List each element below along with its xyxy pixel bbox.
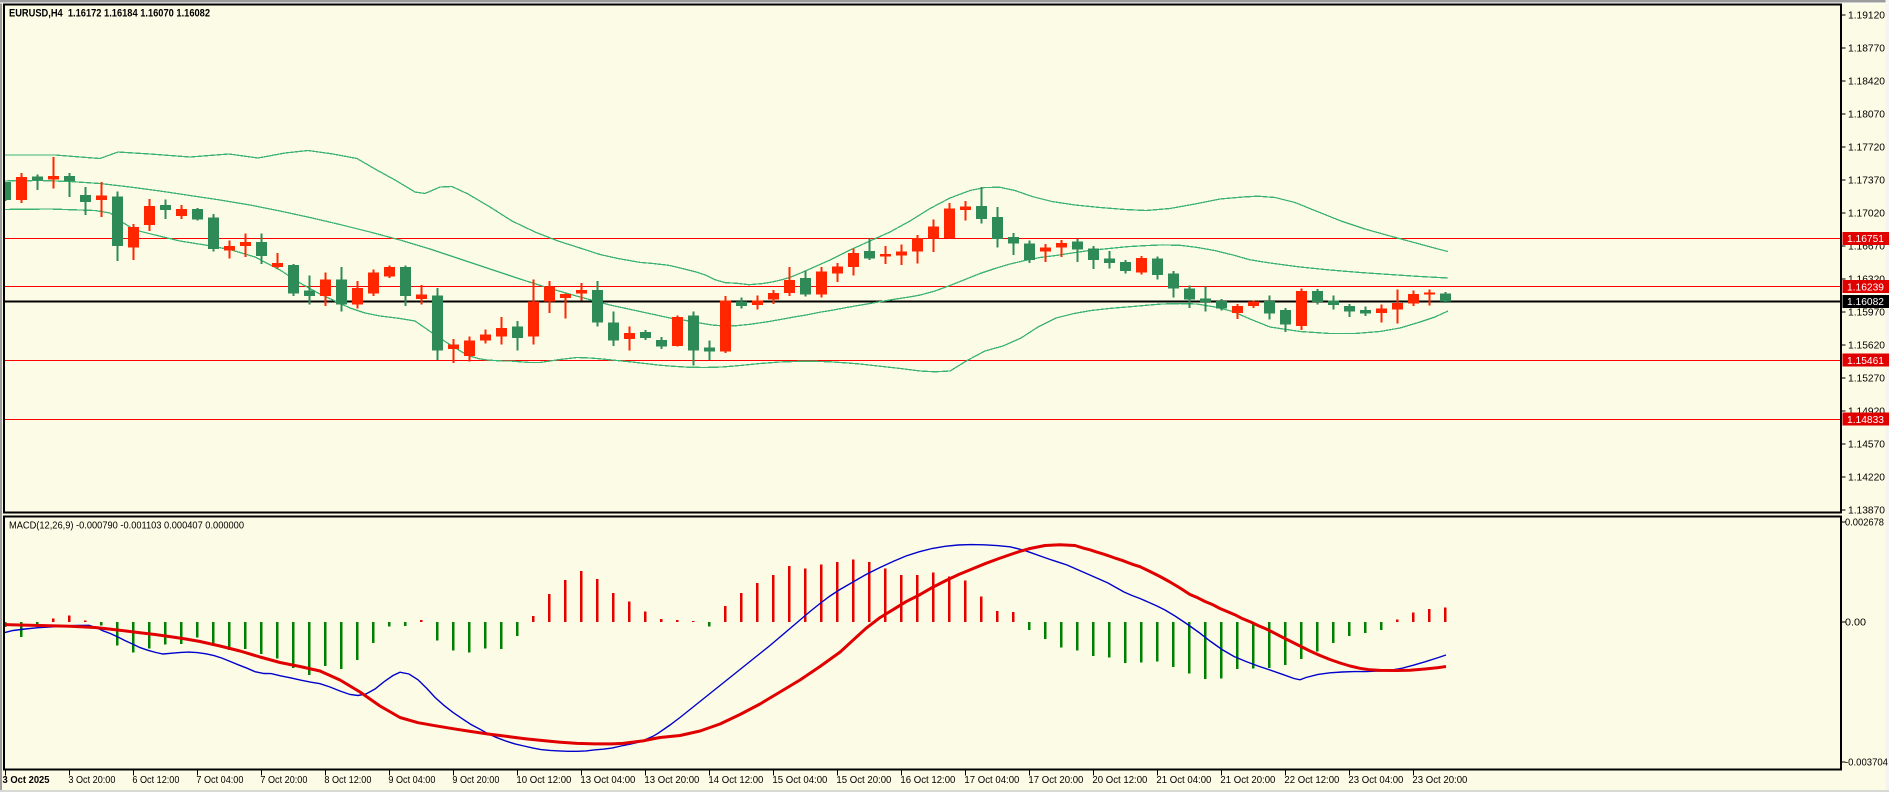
svg-text:1.19120: 1.19120 xyxy=(1848,10,1885,22)
svg-text:3 Oct 20:00: 3 Oct 20:00 xyxy=(68,774,115,786)
svg-text:22 Oct 12:00: 22 Oct 12:00 xyxy=(1284,774,1339,786)
svg-text:1.13870: 1.13870 xyxy=(1848,505,1885,517)
svg-text:1.17370: 1.17370 xyxy=(1848,175,1885,187)
svg-text:7 Oct 04:00: 7 Oct 04:00 xyxy=(196,774,243,786)
svg-text:EURUSD,H4 1.16172 1.16184 1.1: EURUSD,H4 1.16172 1.16184 1.16070 1.1608… xyxy=(9,8,210,20)
svg-text:1.15461: 1.15461 xyxy=(1847,355,1884,367)
svg-text:1.14570: 1.14570 xyxy=(1848,439,1885,451)
svg-text:1.16082: 1.16082 xyxy=(1847,296,1884,308)
svg-text:7 Oct 20:00: 7 Oct 20:00 xyxy=(260,774,307,786)
svg-text:3 Oct 2025: 3 Oct 2025 xyxy=(3,774,50,786)
svg-text:15 Oct 04:00: 15 Oct 04:00 xyxy=(772,774,827,786)
svg-text:1.15970: 1.15970 xyxy=(1848,307,1885,319)
svg-text:1.17720: 1.17720 xyxy=(1848,142,1885,154)
svg-text:1.18070: 1.18070 xyxy=(1848,109,1885,121)
svg-text:0.00: 0.00 xyxy=(1845,617,1866,629)
svg-text:16 Oct 12:00: 16 Oct 12:00 xyxy=(900,774,955,786)
svg-text:1.14833: 1.14833 xyxy=(1847,414,1884,426)
svg-text:21 Oct 20:00: 21 Oct 20:00 xyxy=(1220,774,1275,786)
svg-text:9 Oct 04:00: 9 Oct 04:00 xyxy=(388,774,435,786)
svg-text:8 Oct 12:00: 8 Oct 12:00 xyxy=(324,774,371,786)
svg-text:1.18420: 1.18420 xyxy=(1848,76,1885,88)
svg-text:1.15620: 1.15620 xyxy=(1848,340,1885,352)
svg-text:1.18770: 1.18770 xyxy=(1848,43,1885,55)
svg-text:1.14220: 1.14220 xyxy=(1848,472,1885,484)
svg-text:23 Oct 20:00: 23 Oct 20:00 xyxy=(1412,774,1467,786)
svg-text:10 Oct 12:00: 10 Oct 12:00 xyxy=(516,774,571,786)
svg-text:6 Oct 12:00: 6 Oct 12:00 xyxy=(132,774,179,786)
svg-text:-0.003704: -0.003704 xyxy=(1845,757,1888,769)
svg-text:23 Oct 04:00: 23 Oct 04:00 xyxy=(1348,774,1403,786)
svg-text:1.15270: 1.15270 xyxy=(1848,373,1885,385)
svg-text:1.16239: 1.16239 xyxy=(1847,281,1884,293)
svg-text:13 Oct 04:00: 13 Oct 04:00 xyxy=(580,774,635,786)
svg-text:20 Oct 12:00: 20 Oct 12:00 xyxy=(1092,774,1147,786)
svg-text:0.002678: 0.002678 xyxy=(1845,517,1884,529)
svg-text:17 Oct 20:00: 17 Oct 20:00 xyxy=(1028,774,1083,786)
svg-text:9 Oct 20:00: 9 Oct 20:00 xyxy=(452,774,499,786)
svg-text:1.17020: 1.17020 xyxy=(1848,208,1885,220)
svg-text:MACD(12,26,9) -0.000790 -0.001: MACD(12,26,9) -0.000790 -0.001103 0.0004… xyxy=(9,520,244,532)
svg-text:14 Oct 12:00: 14 Oct 12:00 xyxy=(708,774,763,786)
svg-text:21 Oct 04:00: 21 Oct 04:00 xyxy=(1156,774,1211,786)
svg-text:13 Oct 20:00: 13 Oct 20:00 xyxy=(644,774,699,786)
svg-text:1.16751: 1.16751 xyxy=(1847,233,1884,245)
svg-text:17 Oct 04:00: 17 Oct 04:00 xyxy=(964,774,1019,786)
svg-text:15 Oct 20:00: 15 Oct 20:00 xyxy=(836,774,891,786)
